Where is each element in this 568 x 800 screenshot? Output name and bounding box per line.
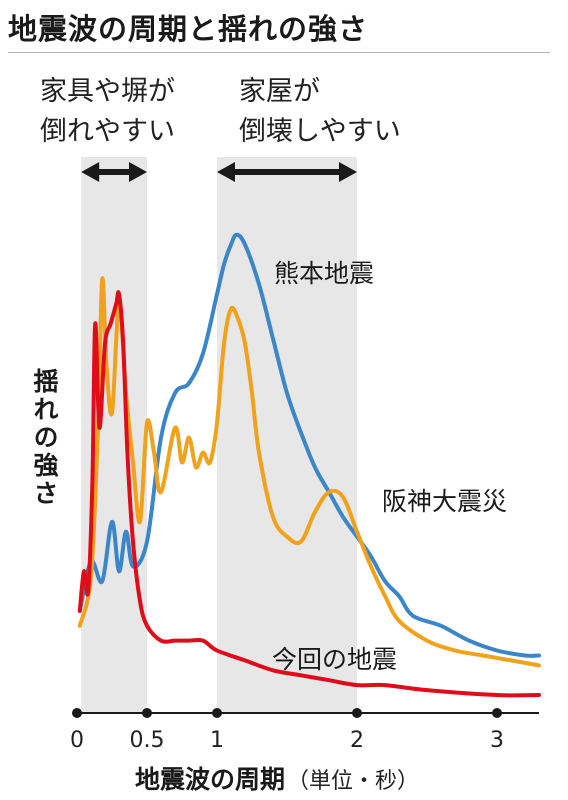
series-label-kumamoto: 熊本地震 bbox=[274, 259, 375, 288]
x-axis bbox=[72, 708, 539, 718]
x-tick-label: 0.5 bbox=[129, 728, 165, 753]
x-tick-dot bbox=[352, 708, 362, 718]
band-label-house: 家屋が 倒壊しやすい bbox=[239, 76, 401, 147]
band-arrow-right-head-1 bbox=[339, 162, 357, 182]
x-tick-label: 3 bbox=[490, 728, 504, 753]
band-layer bbox=[81, 157, 357, 714]
band-arrow-layer bbox=[81, 162, 357, 182]
band-shade-1 bbox=[217, 157, 357, 714]
series-line-kumamoto bbox=[77, 232, 541, 658]
band-arrow-left-head-1 bbox=[217, 162, 235, 182]
band-arrow-right-head-0 bbox=[129, 162, 147, 182]
chart-title: 地震波の周期と揺れの強さ bbox=[8, 12, 369, 46]
y-axis-label: 揺れの強さ bbox=[30, 368, 59, 508]
x-tick-label: 0 bbox=[70, 728, 84, 753]
band-arrow-left-head-0 bbox=[81, 162, 100, 182]
x-tick-label: 2 bbox=[350, 728, 364, 753]
x-axis-label: 地震波の周期（単位・秒） bbox=[135, 760, 419, 796]
title-divider bbox=[8, 52, 550, 53]
series-line-hanshin bbox=[77, 276, 541, 668]
x-axis-label-main: 地震波の周期 bbox=[135, 765, 286, 794]
band-shade-0 bbox=[81, 157, 147, 714]
x-tick-dot bbox=[212, 708, 222, 718]
series-label-current: 今回の地震 bbox=[272, 645, 398, 674]
band-label-furniture: 家具や塀が 倒れやすい bbox=[40, 76, 175, 147]
x-axis-label-unit: （単位・秒） bbox=[287, 769, 420, 794]
x-tick-dot bbox=[142, 708, 152, 718]
series-line-current bbox=[77, 290, 541, 698]
series-label-hanshin: 阪神大震災 bbox=[382, 487, 508, 516]
series-layer bbox=[77, 232, 541, 698]
x-tick-dot bbox=[72, 708, 82, 718]
x-tick-dot bbox=[492, 708, 502, 718]
x-tick-label: 1 bbox=[210, 728, 224, 753]
